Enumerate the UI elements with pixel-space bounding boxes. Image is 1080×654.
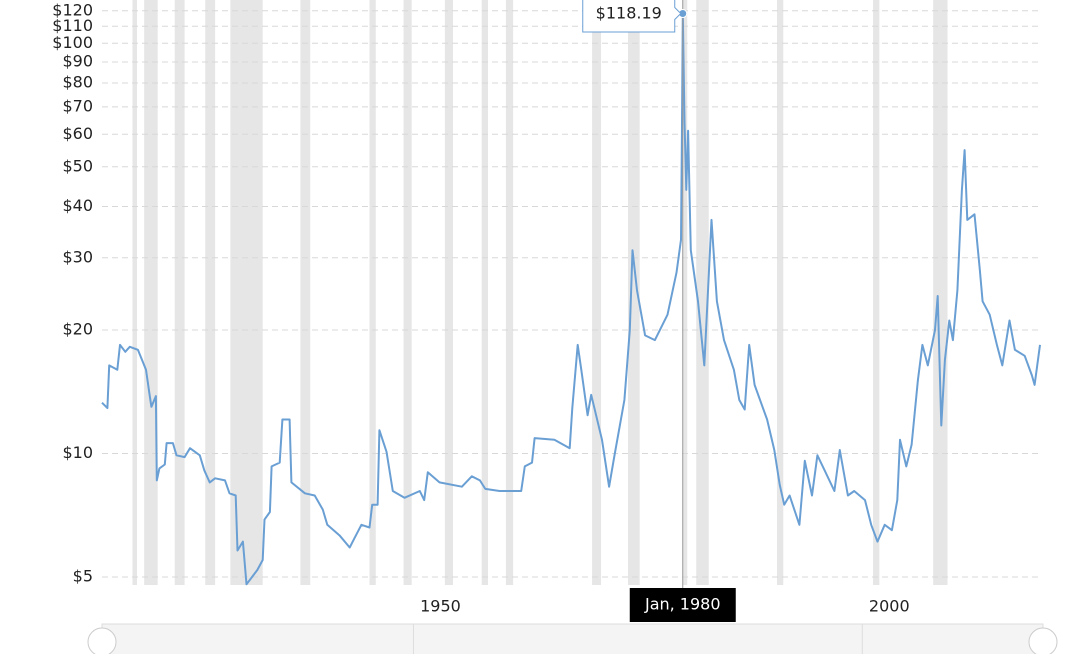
recession-band xyxy=(505,0,514,585)
y-tick-label: $30 xyxy=(62,247,93,266)
recession-band xyxy=(205,0,216,585)
price-line xyxy=(101,12,1041,586)
navigator-track[interactable] xyxy=(101,623,1044,654)
recession-band xyxy=(696,0,709,585)
y-tick-label: $50 xyxy=(62,156,93,175)
recession-band xyxy=(592,0,602,585)
date-label-box xyxy=(629,588,736,622)
tooltip-date: Jan, 1980 xyxy=(644,595,721,614)
y-tick-label: $60 xyxy=(62,124,93,143)
navigator-handle[interactable] xyxy=(1028,627,1058,654)
recession-band xyxy=(444,0,453,585)
recession-band xyxy=(682,0,688,585)
navigator[interactable] xyxy=(87,623,1058,654)
y-tick-label: $10 xyxy=(62,443,93,462)
recession-band xyxy=(369,0,376,585)
recession-band xyxy=(132,0,138,585)
y-tick-label: $20 xyxy=(62,320,93,339)
overlay: $118.19 Jan, 1980 xyxy=(582,0,736,622)
plot xyxy=(101,12,1041,586)
recession-band xyxy=(627,0,640,585)
recession-band xyxy=(481,0,488,585)
recession-band xyxy=(174,0,185,585)
y-tick-label: $100 xyxy=(52,33,93,52)
navigator-handle[interactable] xyxy=(87,627,117,654)
y-tick-label: $80 xyxy=(62,73,93,92)
y-tick-label: $5 xyxy=(73,566,93,585)
recession-band xyxy=(144,0,158,585)
y-tick-label: $110 xyxy=(52,16,93,35)
y-tick-label: $90 xyxy=(62,52,93,71)
tooltip-box xyxy=(582,0,682,33)
grid: $5 $10 $20 $30 $40 $50 $60 $70 $80 $90$100$110$12… xyxy=(52,0,1040,616)
y-tick-label: $40 xyxy=(62,196,93,215)
recession-bands xyxy=(132,0,948,585)
tooltip-price: $118.19 xyxy=(596,4,662,23)
y-tick-label: $70 xyxy=(62,96,93,115)
recession-band xyxy=(777,0,784,585)
y-tick-label: $120 xyxy=(52,0,93,19)
x-tick-label: 1950 xyxy=(420,597,461,616)
recession-band xyxy=(933,0,948,585)
recession-band xyxy=(403,0,412,585)
x-tick-label: 2000 xyxy=(869,597,910,616)
recession-band xyxy=(873,0,880,585)
recession-band xyxy=(300,0,311,585)
recession-band xyxy=(230,0,263,585)
